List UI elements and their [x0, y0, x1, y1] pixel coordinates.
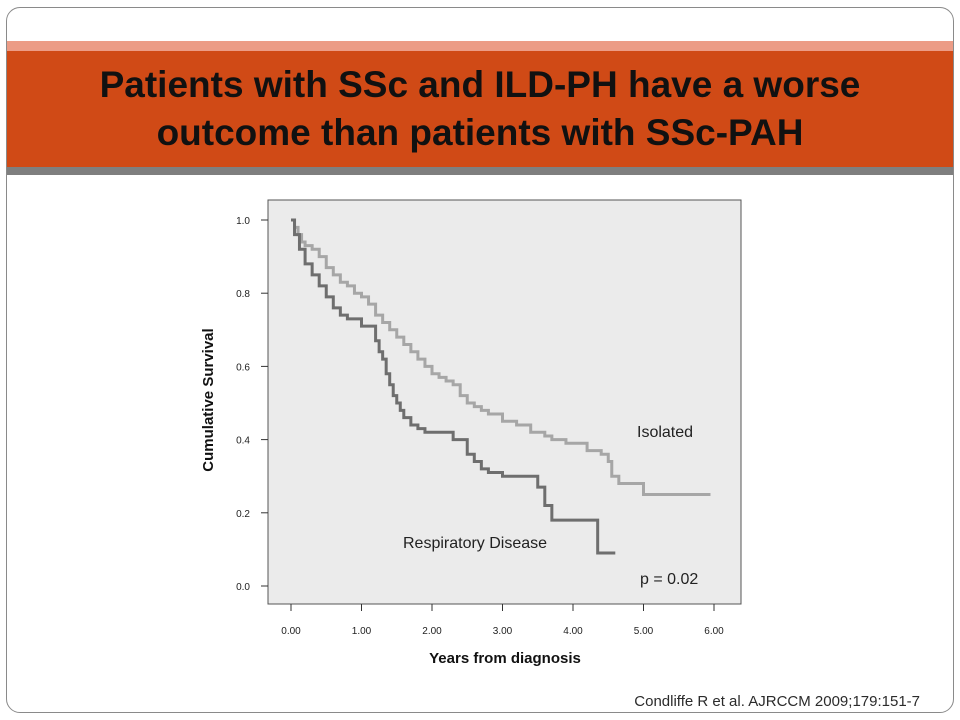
isolated-survival-curve — [291, 218, 711, 496]
x-tick-label: 4.00 — [563, 626, 583, 637]
y-tick-label: 0.4 — [236, 436, 250, 447]
legend-label-respiratory: Respiratory Disease — [403, 535, 547, 552]
labels: Years from diagnosis Cumulative Survival… — [200, 328, 698, 667]
x-tick-label: 2.00 — [422, 626, 442, 637]
series — [291, 218, 711, 555]
title-band: Patients with SSc and ILD-PH have a wors… — [7, 51, 953, 167]
x-tick-label: 0.00 — [281, 626, 301, 637]
slide: Patients with SSc and ILD-PH have a wors… — [6, 7, 954, 713]
p-value-annotation: p = 0.02 — [640, 571, 698, 588]
slide-title: Patients with SSc and ILD-PH have a wors… — [99, 64, 861, 153]
y-tick-label: 0.0 — [236, 582, 250, 593]
citation: Condliffe R et al. AJRCCM 2009;179:151-7 — [634, 693, 920, 710]
title-band-accent — [7, 41, 953, 51]
y-tick-label: 0.2 — [236, 509, 250, 520]
title-separator — [7, 167, 953, 175]
y-tick-label: 1.0 — [236, 216, 250, 227]
x-tick-label: 1.00 — [352, 626, 372, 637]
y-axis-title: Cumulative Survival — [200, 328, 217, 471]
x-tick-label: 5.00 — [634, 626, 654, 637]
y-tick-label: 0.6 — [236, 362, 250, 373]
legend-label-isolated: Isolated — [637, 424, 693, 441]
x-axis-title: Years from diagnosis — [429, 650, 581, 667]
x-tick-label: 3.00 — [493, 626, 513, 637]
respiratory-survival-curve — [291, 218, 616, 555]
x-tick-label: 6.00 — [704, 626, 724, 637]
axes: 0.00 1.00 2.00 3.00 4.00 5.00 6.00 0.0 0.2 0.4 0.6… — [236, 216, 724, 637]
y-tick-label: 0.8 — [236, 289, 250, 300]
plot-area — [267, 199, 742, 605]
